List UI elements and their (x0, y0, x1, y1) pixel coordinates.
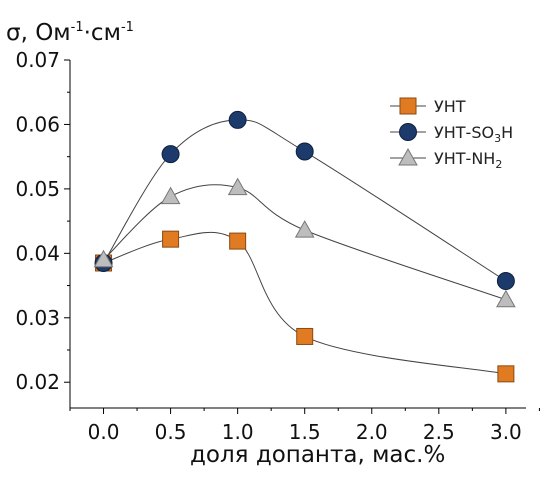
legend-label-2: УНТ-NH2 (434, 149, 502, 171)
series-line-2 (103, 184, 507, 301)
legend-marker-2 (398, 147, 418, 166)
data-point-0-2 (229, 232, 247, 250)
x-tick-label: 1.5 (289, 420, 321, 444)
data-point-2-0 (93, 249, 114, 268)
legend-label-0: УНТ (434, 97, 466, 116)
data-point-1-2 (228, 110, 247, 129)
x-tick-label: 0.0 (88, 420, 120, 444)
data-point-1-1 (161, 145, 180, 164)
y-axis-title-main: σ, Ом (6, 20, 71, 46)
data-point-2-2 (227, 177, 248, 196)
legend-label-1: УНТ-SO3H (434, 123, 513, 145)
data-point-2-4 (496, 289, 516, 308)
y-axis-title-sup2: -1 (121, 20, 134, 35)
legend-marker-0 (399, 97, 417, 115)
data-point-2-3 (294, 220, 315, 238)
data-point-1-3 (295, 142, 314, 161)
y-tick-label: 0.05 (15, 177, 60, 201)
data-point-1-4 (496, 272, 515, 291)
y-tick-label: 0.07 (15, 48, 60, 72)
x-tick-label: 1.0 (222, 420, 254, 444)
x-tick-label: 0.5 (155, 420, 187, 444)
data-point-0-3 (296, 327, 314, 345)
y-axis-title: σ, Ом-1·см-1 (6, 20, 134, 46)
y-tick-label: 0.06 (15, 112, 60, 136)
y-tick-label: 0.04 (15, 241, 60, 265)
markers (93, 110, 516, 383)
data-point-0-4 (497, 365, 515, 383)
y-axis-title-dot: ·см (84, 20, 121, 46)
legend: УНТ УНТ-SO3H УНТ-NH2 (390, 97, 513, 171)
data-point-0-1 (162, 230, 180, 248)
legend-marker-1 (399, 123, 417, 141)
x-tick-label: 2.5 (423, 420, 455, 444)
series-line-0 (103, 231, 506, 375)
y-tick-label: 0.02 (15, 370, 60, 394)
data-point-2-1 (160, 186, 181, 205)
axes: 0.02 0.03 0.04 0.05 0.06 0.07 0.0 0.5 1.0 1.5 2.0 2… (15, 48, 540, 444)
x-tick-label: 3.0 (490, 420, 522, 444)
y-axis-title-sup1: -1 (71, 20, 84, 35)
x-tick-label: 2.0 (356, 420, 388, 444)
x-axis-title: доля допанта, мас.% (190, 442, 445, 468)
y-tick-label: 0.03 (15, 306, 60, 330)
